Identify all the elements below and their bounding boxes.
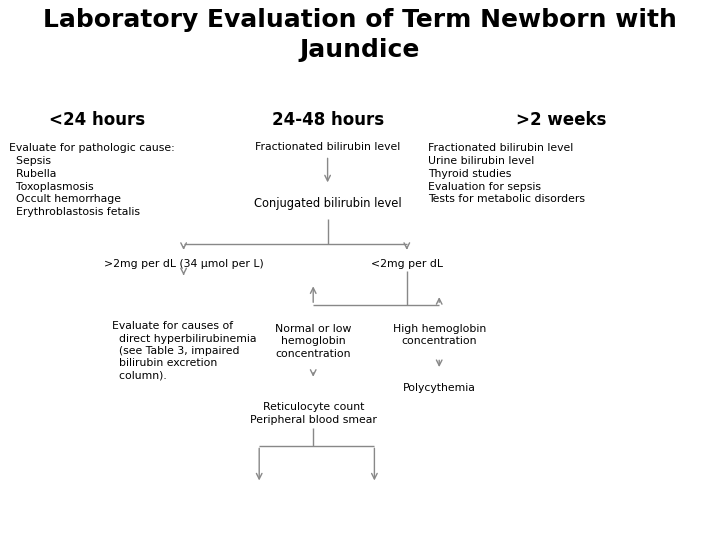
Text: 24-48 hours: 24-48 hours	[271, 111, 384, 129]
Text: Conjugated bilirubin level: Conjugated bilirubin level	[253, 197, 402, 210]
Text: Fractionated bilirubin level
Urine bilirubin level
Thyroid studies
Evaluation fo: Fractionated bilirubin level Urine bilir…	[428, 143, 585, 204]
Text: Polycythemia: Polycythemia	[402, 383, 476, 394]
Text: Fractionated bilirubin level: Fractionated bilirubin level	[255, 142, 400, 152]
Text: Laboratory Evaluation of Term Newborn with: Laboratory Evaluation of Term Newborn wi…	[43, 8, 677, 32]
Text: >2 weeks: >2 weeks	[516, 111, 607, 129]
Text: Normal or low
hemoglobin
concentration: Normal or low hemoglobin concentration	[275, 324, 351, 359]
Text: Reticulocyte count
Peripheral blood smear: Reticulocyte count Peripheral blood smea…	[250, 402, 377, 425]
Text: >2mg per dL (34 μmol per L): >2mg per dL (34 μmol per L)	[104, 259, 264, 269]
Text: High hemoglobin
concentration: High hemoglobin concentration	[392, 324, 486, 346]
Text: <2mg per dL: <2mg per dL	[371, 259, 443, 269]
Text: Evaluate for pathologic cause:
  Sepsis
  Rubella
  Toxoplasmosis
  Occult hemor: Evaluate for pathologic cause: Sepsis Ru…	[9, 143, 174, 217]
Text: <24 hours: <24 hours	[49, 111, 145, 129]
Text: Jaundice: Jaundice	[300, 38, 420, 62]
Text: Evaluate for causes of
  direct hyperbilirubinemia
  (see Table 3, impaired
  bi: Evaluate for causes of direct hyperbilir…	[112, 321, 256, 381]
